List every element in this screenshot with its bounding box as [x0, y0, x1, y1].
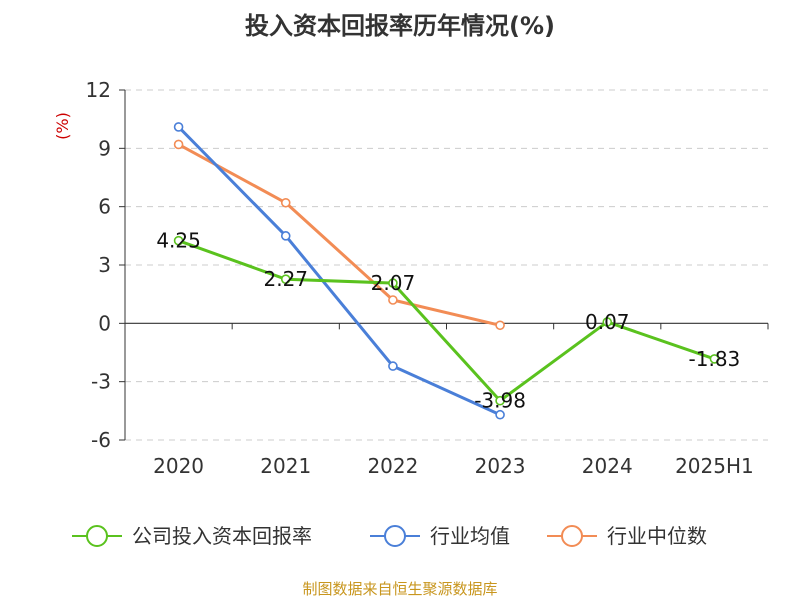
data-label-layer: 4.25 2.27 2.07 -3.98 0.07 -1.83	[156, 229, 740, 413]
x-tick-label: 2025H1	[675, 454, 754, 478]
data-point	[280, 231, 291, 241]
data-point	[280, 197, 291, 208]
legend-marker	[561, 525, 583, 547]
x-tick-label: 2020	[153, 454, 204, 478]
data-label: 0.07	[585, 310, 630, 334]
grid-layer	[125, 89, 768, 441]
legend-item: 行业中位数	[547, 524, 707, 548]
x-tick-label: 2023	[475, 454, 526, 478]
legend-label: 行业均值	[430, 524, 510, 548]
data-point	[495, 395, 505, 406]
legend-item: 公司投入资本回报率	[72, 524, 312, 548]
data-label: 2.07	[371, 271, 416, 295]
data-point	[602, 317, 613, 327]
data-point	[495, 409, 505, 420]
data-point	[709, 354, 720, 364]
legend-label: 公司投入资本回报率	[132, 524, 312, 548]
legend-item: 行业均值	[370, 524, 510, 548]
data-point	[388, 361, 398, 371]
data-point	[388, 278, 398, 288]
data-point	[173, 122, 184, 132]
legend: 公司投入资本回报率 行业均值 行业中位数	[72, 524, 707, 548]
data-label: 2.27	[263, 267, 308, 291]
legend-label: 行业中位数	[607, 524, 707, 548]
y-axis-unit-label: (%)	[53, 112, 72, 140]
data-label: 4.25	[156, 229, 201, 253]
data-point	[280, 274, 291, 284]
y-tick-label: 0	[98, 311, 111, 335]
source-note: 制图数据来自恒生聚源数据库	[302, 580, 498, 598]
axis-layer: 12 9 6 3 0 -3 -6 (%) 2020 2021 2022 2023 2024 2025H1	[53, 78, 769, 478]
series-line-1	[177, 125, 501, 417]
legend-marker	[384, 525, 406, 547]
x-tick-label: 2022	[367, 454, 418, 478]
y-tick-label: -6	[91, 428, 111, 452]
data-label: -1.83	[689, 347, 741, 371]
y-tick-label: 6	[98, 195, 111, 219]
x-tick-label: 2021	[260, 454, 311, 478]
series-line-2	[177, 143, 501, 327]
chart-title: 投入资本回报率历年情况(%)	[245, 12, 555, 40]
y-tick-label: 9	[98, 136, 111, 160]
data-point	[173, 235, 184, 246]
x-tick-label: 2024	[582, 454, 633, 478]
series-line-0	[178, 239, 715, 403]
legend-marker	[86, 525, 108, 547]
data-label: -3.98	[474, 389, 526, 413]
data-point	[495, 320, 505, 331]
data-point	[388, 295, 398, 305]
y-tick-label: 3	[98, 253, 111, 277]
y-tick-label: 12	[86, 78, 111, 102]
data-point	[173, 139, 184, 150]
y-tick-label: -3	[91, 370, 111, 394]
series-layer	[173, 122, 720, 420]
